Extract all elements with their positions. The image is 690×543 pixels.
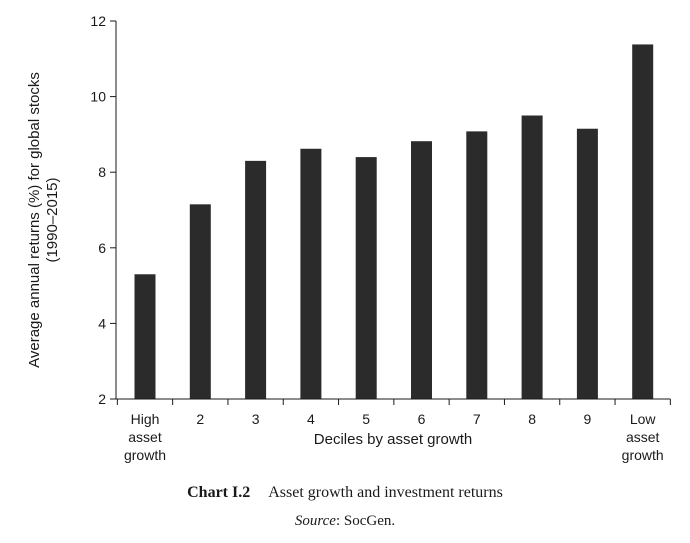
y-tick-label: 2 <box>98 391 106 407</box>
bar <box>189 204 211 399</box>
x-axis: High asset growth 2 3 4 5 6 7 8 9 Low asset growth <box>116 398 671 463</box>
y-axis: 2 4 6 8 10 12 <box>90 13 117 407</box>
chart-caption: Chart I.2 Asset growth and investment ret… <box>0 484 690 502</box>
bar <box>632 44 654 399</box>
y-tick-label: 8 <box>98 164 106 180</box>
y-tick-label: 12 <box>90 13 106 29</box>
source-text: : SocGen. <box>335 513 396 529</box>
x-tick-label: 8 <box>528 411 536 427</box>
bars <box>134 44 654 400</box>
y-tick-label: 6 <box>98 240 106 256</box>
bar-chart: Average annual returns (%) for global st… <box>26 13 671 463</box>
x-axis-label: Deciles by asset growth <box>314 431 472 448</box>
bar <box>411 141 432 400</box>
x-tick-label: High asset growth <box>124 411 166 463</box>
bar <box>134 274 156 399</box>
source-line: Source: SocGen. <box>0 513 690 530</box>
y-tick-label: 10 <box>90 89 106 105</box>
y-axis-label-line: Average annual returns (%) for global st… <box>26 72 43 368</box>
bar <box>355 157 377 399</box>
caption-number: Chart I.2 <box>187 484 251 501</box>
bar <box>245 160 267 399</box>
x-tick-label: 3 <box>252 411 260 427</box>
x-tick-label: 2 <box>196 411 204 427</box>
y-tick-label: 4 <box>98 315 106 331</box>
y-axis-label-line: (1990–2015) <box>44 177 61 262</box>
bar <box>300 148 322 399</box>
caption-title: Asset growth and investment returns <box>268 484 503 501</box>
x-tick-label: 4 <box>307 411 315 427</box>
y-axis-label: Average annual returns (%) for global st… <box>26 72 61 368</box>
x-tick-label: Low asset growth <box>622 411 664 463</box>
x-tick-label: 9 <box>584 411 592 427</box>
bar <box>576 128 598 400</box>
x-tick-label: 6 <box>418 411 426 427</box>
source-label: Source <box>294 513 336 529</box>
bar <box>466 131 488 399</box>
x-tick-label: 7 <box>473 411 481 427</box>
bar <box>521 115 543 399</box>
x-tick-label: 5 <box>362 411 370 427</box>
